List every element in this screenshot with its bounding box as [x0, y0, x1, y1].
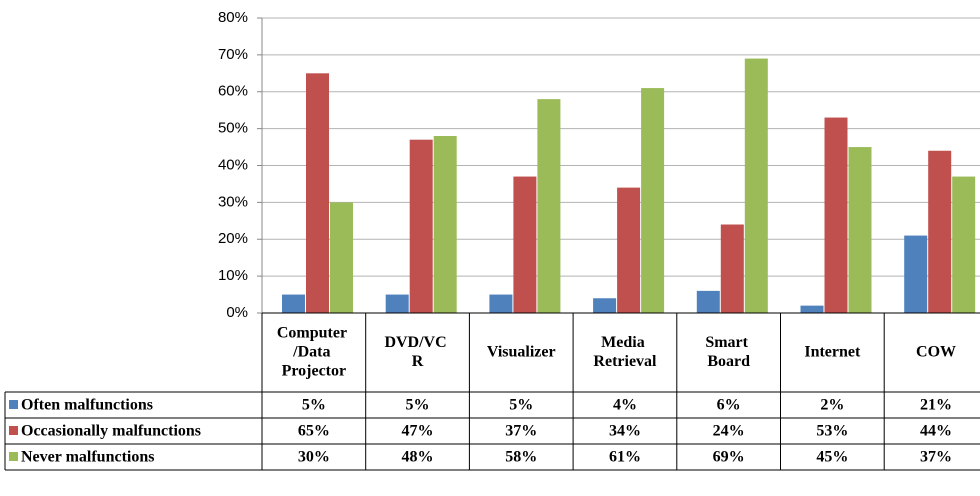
legend-key [9, 426, 18, 435]
table-value: 69% [713, 449, 745, 466]
bar [385, 294, 409, 313]
table-value: 44% [920, 423, 952, 440]
category-label: Visualizer [487, 343, 556, 360]
table-value: 61% [609, 449, 641, 466]
category-line: Smart [705, 334, 752, 351]
table-value: 21% [920, 397, 952, 414]
category-label: Smart Board [705, 334, 752, 370]
category-line: Board [707, 353, 750, 370]
y-tick-label: 70% [218, 46, 248, 63]
bar [282, 294, 305, 313]
legend-key [9, 452, 18, 461]
bar [593, 298, 617, 313]
category-line: R [412, 353, 424, 370]
category-label: Media Retrieval [593, 334, 657, 370]
category-label: DVD/VC R [384, 334, 450, 370]
table-value: 37% [505, 423, 537, 440]
table-value: 65% [298, 423, 330, 440]
table-value: 58% [505, 449, 537, 466]
y-tick-label: 10% [218, 267, 248, 284]
category-line: Computer [277, 324, 351, 341]
bar [306, 73, 329, 313]
bar [928, 150, 952, 313]
bar [489, 294, 513, 313]
y-tick-label: 0% [226, 304, 248, 321]
bar [824, 117, 848, 313]
bar [617, 187, 641, 313]
bar [848, 147, 872, 313]
table-value: 5% [509, 397, 533, 414]
legend-key [9, 400, 18, 409]
bar [409, 139, 433, 313]
table-value: 4% [613, 397, 637, 414]
bar [513, 176, 537, 313]
bar [800, 305, 824, 313]
table-value: 2% [820, 397, 844, 414]
table-value: 6% [717, 397, 741, 414]
y-tick-label: 60% [218, 83, 248, 100]
category-label: Internet [804, 343, 861, 360]
category-line: Retrieval [593, 353, 657, 370]
table-value: 37% [920, 449, 952, 466]
table-value: 5% [302, 397, 326, 414]
y-tick-label: 40% [218, 156, 248, 173]
bar [537, 99, 561, 313]
bar [641, 88, 665, 313]
category-line: Internet [804, 343, 861, 360]
table-value: 48% [402, 449, 434, 466]
y-tick-label: 80% [218, 9, 248, 26]
category-label: COW [916, 343, 956, 360]
category-line: Visualizer [487, 343, 556, 360]
table-value: 30% [298, 449, 330, 466]
category-label: Computer /Data Projector [277, 324, 351, 379]
bar [952, 176, 976, 313]
legend-label: Often malfunctions [21, 397, 153, 414]
table-value: 24% [713, 423, 745, 440]
y-tick-label: 50% [218, 120, 248, 137]
table-value: 5% [406, 397, 430, 414]
bar [433, 136, 457, 313]
table-value: 34% [609, 423, 641, 440]
category-line: DVD/VC [384, 334, 450, 351]
legend-label: Never malfunctions [21, 449, 154, 466]
table-value: 47% [402, 423, 434, 440]
y-tick-label: 20% [218, 230, 248, 247]
table-value: 45% [816, 449, 848, 466]
bar [330, 202, 353, 313]
bar [720, 224, 744, 313]
table-value: 53% [816, 423, 848, 440]
legend-label: Occasionally malfunctions [21, 423, 201, 440]
y-tick-label: 30% [218, 193, 248, 210]
bar [904, 235, 928, 313]
category-line: /Data [292, 343, 334, 360]
category-line: Projector [282, 362, 347, 379]
bar [696, 290, 720, 313]
category-line: Media [601, 334, 649, 351]
category-line: COW [916, 343, 956, 360]
bar [744, 58, 768, 313]
